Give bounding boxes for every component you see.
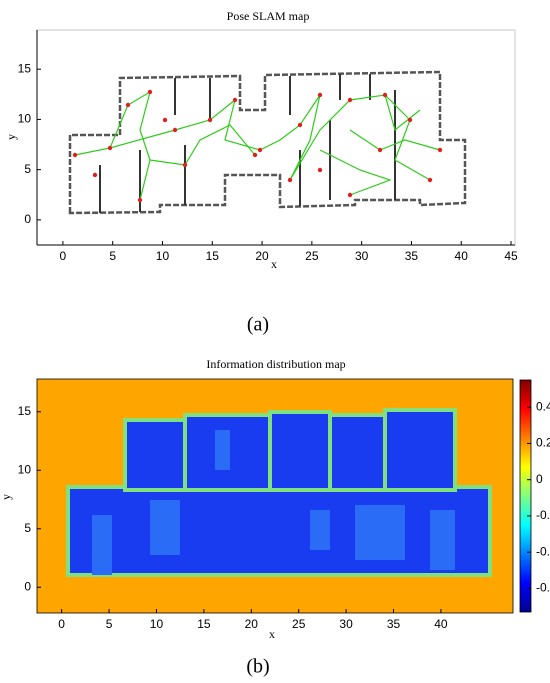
x-tick-label: 5 bbox=[109, 249, 116, 263]
x-tick-label: 20 bbox=[255, 249, 269, 263]
chart-title: Information distribution map bbox=[206, 357, 345, 371]
x-tick-label: 25 bbox=[292, 617, 306, 631]
colorbar bbox=[519, 379, 532, 613]
x-tick-label: 30 bbox=[339, 617, 353, 631]
x-axis-label: x bbox=[271, 257, 277, 271]
x-tick-label: 10 bbox=[156, 249, 170, 263]
y-tick-label: 0 bbox=[24, 579, 31, 593]
x-tick-label: 5 bbox=[106, 617, 113, 631]
x-tick-label: 10 bbox=[150, 617, 164, 631]
y-axis-label: y bbox=[0, 494, 13, 500]
x-tick-label: 0 bbox=[58, 617, 65, 631]
x-axis-label: x bbox=[269, 627, 275, 641]
x-tick-label: 45 bbox=[504, 249, 518, 263]
x-tick-label: 15 bbox=[206, 249, 220, 263]
heatmap bbox=[37, 379, 513, 613]
caption: (a) bbox=[247, 314, 269, 336]
x-tick-label: 15 bbox=[197, 617, 211, 631]
colorbar-tick-label: -0.2 bbox=[536, 508, 550, 522]
colorbar-tick-label: -0.6 bbox=[536, 581, 550, 595]
x-tick-label: 20 bbox=[245, 617, 259, 631]
colorbar-tick-label: 0.4 bbox=[536, 399, 550, 413]
x-tick-label: 35 bbox=[387, 617, 401, 631]
axes-box bbox=[36, 378, 514, 614]
y-tick-label: 10 bbox=[18, 112, 32, 126]
colorbar-tick-label: 0.2 bbox=[536, 436, 550, 450]
y-tick-label: 10 bbox=[18, 462, 32, 476]
y-tick-label: 0 bbox=[24, 212, 31, 226]
x-tick-label: 0 bbox=[60, 249, 67, 263]
caption: (b) bbox=[246, 656, 269, 678]
y-tick-label: 5 bbox=[24, 521, 31, 535]
x-tick-label: 25 bbox=[305, 249, 319, 263]
y-tick-label: 15 bbox=[18, 404, 32, 418]
y-tick-label: 15 bbox=[18, 61, 32, 75]
y-axis-label: y bbox=[4, 134, 18, 140]
chart-title: Pose SLAM map bbox=[227, 9, 310, 23]
x-tick-label: 40 bbox=[434, 617, 448, 631]
x-tick-label: 30 bbox=[355, 249, 369, 263]
slam-map bbox=[68, 70, 467, 215]
colorbar-tick-label: -0.4 bbox=[536, 544, 550, 558]
x-tick-label: 35 bbox=[405, 249, 419, 263]
x-tick-label: 40 bbox=[455, 249, 469, 263]
colorbar-tick-label: 0 bbox=[536, 472, 543, 486]
y-tick-label: 5 bbox=[24, 162, 31, 176]
